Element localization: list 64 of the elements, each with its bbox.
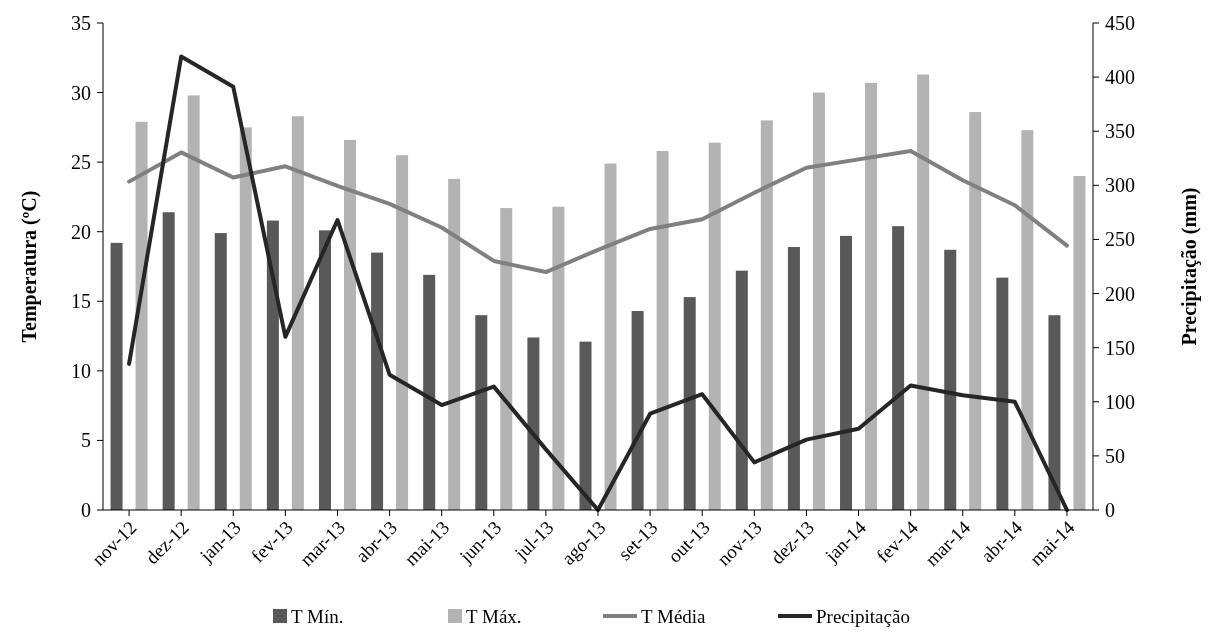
bar <box>318 230 331 510</box>
line-series <box>127 54 1069 512</box>
bar <box>239 127 252 510</box>
legend-label: T Máx. <box>466 606 522 627</box>
y2-tick-label: 50 <box>1105 444 1125 467</box>
y2-tick-label: 100 <box>1105 390 1135 413</box>
bar <box>865 82 878 510</box>
line-series <box>127 149 1069 275</box>
bar <box>448 178 461 510</box>
bar <box>708 142 721 510</box>
y-tick-label: 5 <box>81 429 91 452</box>
bar <box>162 212 175 510</box>
bar <box>812 92 825 510</box>
y-tick-label: 15 <box>71 290 91 313</box>
bar <box>892 226 905 510</box>
bar <box>371 252 384 510</box>
bar <box>475 315 488 510</box>
bar <box>944 249 957 510</box>
bar <box>1021 130 1034 510</box>
bar <box>969 112 982 510</box>
y-tick-label: 0 <box>81 499 91 521</box>
bar <box>423 274 436 510</box>
y2-tick-label: 250 <box>1105 228 1135 251</box>
bar <box>187 95 200 510</box>
bar <box>631 311 644 510</box>
legend-label: T Mín. <box>291 606 344 627</box>
bar <box>214 233 227 510</box>
bar <box>996 277 1009 510</box>
legend-label: T Média <box>641 606 707 627</box>
y2-axis-title: Precipitação (mm) <box>1178 187 1201 346</box>
legend-label: Precipitação <box>816 606 910 627</box>
bar <box>1048 315 1061 510</box>
bar <box>735 270 748 510</box>
y2-tick-label: 300 <box>1105 174 1135 197</box>
y-tick-label: 30 <box>71 81 91 104</box>
bar <box>787 247 800 510</box>
y2-tick-label: 450 <box>1105 12 1135 34</box>
y2-tick-label: 0 <box>1105 499 1115 521</box>
y2-tick-label: 350 <box>1105 120 1135 143</box>
bar <box>840 235 853 510</box>
y-tick-label: 35 <box>71 12 91 34</box>
bar <box>291 116 304 510</box>
y-axis-title: Temperatura (ºC) <box>18 190 41 343</box>
bar <box>396 155 409 510</box>
bar <box>656 151 669 510</box>
bar <box>343 139 356 510</box>
y-tick-label: 10 <box>71 359 91 382</box>
bar <box>683 297 696 510</box>
bar <box>552 206 565 510</box>
bar <box>604 163 617 510</box>
y-tick-label: 25 <box>71 151 91 174</box>
y2-tick-label: 200 <box>1105 282 1135 305</box>
bar <box>266 220 279 510</box>
bar <box>1073 176 1086 510</box>
bar <box>760 120 773 510</box>
bar <box>917 74 930 510</box>
bar <box>110 242 123 510</box>
y2-tick-label: 150 <box>1105 336 1135 359</box>
bar <box>135 121 148 510</box>
bar <box>579 341 592 510</box>
bar <box>527 337 540 510</box>
bar <box>500 208 513 510</box>
y-tick-label: 20 <box>71 220 91 243</box>
y2-tick-label: 400 <box>1105 66 1135 89</box>
